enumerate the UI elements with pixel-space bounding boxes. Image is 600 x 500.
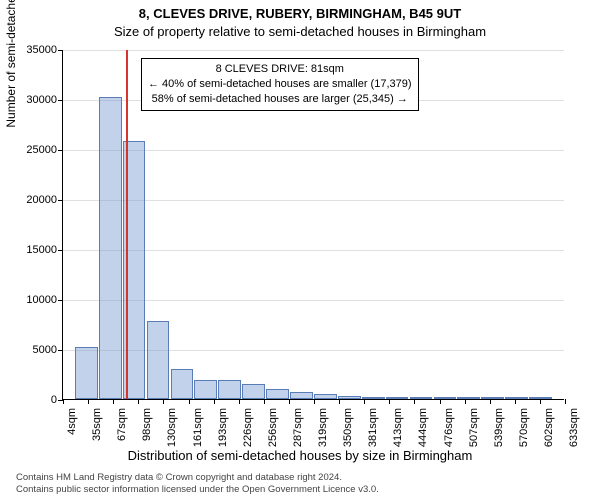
bar: [171, 369, 194, 399]
x-tick: [465, 399, 466, 404]
bar: [290, 392, 313, 400]
annotation-line: 58% of semi-detached houses are larger (…: [148, 92, 412, 107]
x-tick-label: 161sqm: [192, 408, 204, 458]
y-tick-label: 10000: [26, 294, 57, 306]
bar: [434, 397, 457, 399]
bar: [457, 397, 480, 399]
y-tick-label: 30000: [26, 94, 57, 106]
x-tick-label: 381sqm: [367, 408, 379, 458]
x-tick: [239, 399, 240, 404]
x-tick-label: 319sqm: [317, 408, 329, 458]
bar: [194, 380, 217, 399]
reference-line: [126, 50, 128, 399]
bar: [314, 394, 337, 399]
y-tick-label: 20000: [26, 194, 57, 206]
x-tick: [88, 399, 89, 404]
bar: [410, 397, 433, 399]
y-tick: [58, 350, 63, 351]
y-tick: [58, 150, 63, 151]
x-tick-label: 476sqm: [443, 408, 455, 458]
x-tick: [540, 399, 541, 404]
bar: [338, 396, 361, 400]
annotation-box: 8 CLEVES DRIVE: 81sqm← 40% of semi-detac…: [141, 58, 419, 111]
x-tick: [264, 399, 265, 404]
y-tick: [58, 300, 63, 301]
x-tick: [490, 399, 491, 404]
bar: [481, 397, 504, 399]
bar: [266, 389, 289, 399]
x-tick-label: 602sqm: [543, 408, 555, 458]
x-tick: [364, 399, 365, 404]
x-tick: [214, 399, 215, 404]
bar: [505, 397, 528, 399]
y-tick-label: 25000: [26, 144, 57, 156]
title-line-2: Size of property relative to semi-detach…: [0, 24, 600, 39]
x-tick: [389, 399, 390, 404]
y-axis-label: Number of semi-detached properties: [4, 0, 18, 128]
bar: [99, 97, 122, 399]
x-tick-label: 633sqm: [568, 408, 580, 458]
footer-line-1: Contains HM Land Registry data © Crown c…: [16, 472, 379, 484]
x-tick: [289, 399, 290, 404]
footer: Contains HM Land Registry data © Crown c…: [16, 472, 379, 496]
x-tick: [515, 399, 516, 404]
plot-area: 8 CLEVES DRIVE: 81sqm← 40% of semi-detac…: [62, 50, 564, 400]
y-tick-label: 5000: [33, 344, 57, 356]
gridline: [63, 50, 564, 51]
bar: [242, 384, 265, 399]
x-tick-label: 444sqm: [417, 408, 429, 458]
x-tick-label: 193sqm: [217, 408, 229, 458]
y-tick: [58, 250, 63, 251]
bar: [75, 347, 98, 399]
x-tick-label: 67sqm: [116, 408, 128, 458]
annotation-line: ← 40% of semi-detached houses are smalle…: [148, 77, 412, 92]
annotation-line: 8 CLEVES DRIVE: 81sqm: [148, 62, 412, 77]
bar: [218, 380, 241, 399]
y-tick: [58, 50, 63, 51]
x-tick: [63, 399, 64, 404]
x-tick: [189, 399, 190, 404]
x-tick: [314, 399, 315, 404]
x-tick: [163, 399, 164, 404]
x-tick: [414, 399, 415, 404]
y-tick: [58, 100, 63, 101]
x-tick-label: 98sqm: [141, 408, 153, 458]
x-tick: [440, 399, 441, 404]
x-tick-label: 256sqm: [267, 408, 279, 458]
x-tick: [113, 399, 114, 404]
x-tick: [339, 399, 340, 404]
y-tick: [58, 200, 63, 201]
y-tick-label: 35000: [26, 44, 57, 56]
x-tick-label: 130sqm: [166, 408, 178, 458]
x-tick-label: 287sqm: [292, 408, 304, 458]
x-tick-label: 35sqm: [91, 408, 103, 458]
x-tick-label: 507sqm: [468, 408, 480, 458]
bar: [147, 321, 170, 399]
x-tick-label: 539sqm: [493, 408, 505, 458]
x-tick: [138, 399, 139, 404]
x-tick-label: 570sqm: [518, 408, 530, 458]
x-tick-label: 350sqm: [342, 408, 354, 458]
y-tick-label: 0: [51, 394, 57, 406]
title-line-1: 8, CLEVES DRIVE, RUBERY, BIRMINGHAM, B45…: [0, 6, 600, 21]
y-tick-label: 15000: [26, 244, 57, 256]
x-tick: [565, 399, 566, 404]
x-tick-label: 4sqm: [66, 408, 78, 458]
chart-container: 8, CLEVES DRIVE, RUBERY, BIRMINGHAM, B45…: [0, 0, 600, 500]
x-tick-label: 226sqm: [242, 408, 254, 458]
x-tick-label: 413sqm: [392, 408, 404, 458]
footer-line-2: Contains public sector information licen…: [16, 484, 379, 496]
bar: [362, 397, 385, 399]
